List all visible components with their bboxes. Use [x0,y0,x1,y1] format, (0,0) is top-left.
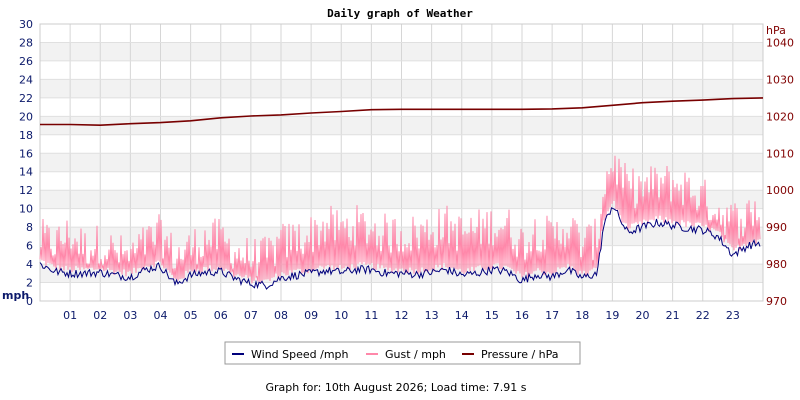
x-tick-label: 04 [154,309,168,322]
left-tick-label: 22 [19,92,33,105]
series-line-wind-speed [39,207,761,290]
left-tick-label: 28 [19,36,33,49]
x-tick-label: 16 [515,309,529,322]
x-tick-label: 08 [274,309,288,322]
x-tick-label: 02 [93,309,107,322]
right-axis-unit: hPa [766,24,786,37]
left-tick-label: 4 [26,258,33,271]
left-axis-unit: mph [2,289,29,302]
x-tick-label: 15 [485,309,499,322]
left-tick-label: 2 [26,277,33,290]
x-tick-label: 23 [726,309,740,322]
x-tick-label: 14 [455,309,469,322]
x-tick-label: 09 [304,309,318,322]
x-tick-label: 19 [605,309,619,322]
right-tick-label: 1040 [766,36,794,49]
x-tick-label: 01 [63,309,77,322]
legend-label: Gust / mph [385,348,446,361]
legend-label: Pressure / hPa [481,348,559,361]
chart-title: Daily graph of Weather [327,7,473,20]
left-tick-label: 10 [19,203,33,216]
right-tick-label: 1020 [766,110,794,123]
right-tick-label: 1030 [766,73,794,86]
x-tick-label: 21 [666,309,680,322]
left-tick-label: 18 [19,129,33,142]
left-tick-label: 0 [26,295,33,308]
left-tick-label: 16 [19,147,33,160]
x-tick-label: 12 [395,309,409,322]
left-tick-label: 30 [19,18,33,31]
right-tick-label: 970 [766,295,787,308]
x-tick-label: 20 [636,309,650,322]
left-tick-label: 6 [26,240,33,253]
right-tick-label: 1010 [766,147,794,160]
x-tick-label: 22 [696,309,710,322]
left-tick-label: 20 [19,110,33,123]
x-tick-label: 10 [334,309,348,322]
legend-label: Wind Speed /mph [251,348,349,361]
series-line-pressure [40,97,764,127]
x-tick-label: 13 [425,309,439,322]
left-tick-label: 24 [19,73,33,86]
left-tick-label: 26 [19,55,33,68]
x-tick-label: 06 [214,309,228,322]
plot-border [39,23,764,302]
right-tick-label: 980 [766,258,787,271]
x-tick-label: 03 [123,309,137,322]
x-tick-label: 11 [364,309,378,322]
x-tick-label: 18 [575,309,589,322]
series-line-gust [39,155,761,284]
left-tick-label: 8 [26,221,33,234]
footer-text: Graph for: 10th August 2026; Load time: … [266,381,527,394]
left-tick-label: 12 [19,184,33,197]
x-tick-label: 05 [184,309,198,322]
left-tick-label: 14 [19,166,33,179]
legend: Wind Speed /mph Gust / mph Pressure / hPa [224,341,581,365]
x-tick-label: 07 [244,309,258,322]
right-tick-label: 990 [766,221,787,234]
x-tick-label: 17 [545,309,559,322]
right-tick-label: 1000 [766,184,794,197]
